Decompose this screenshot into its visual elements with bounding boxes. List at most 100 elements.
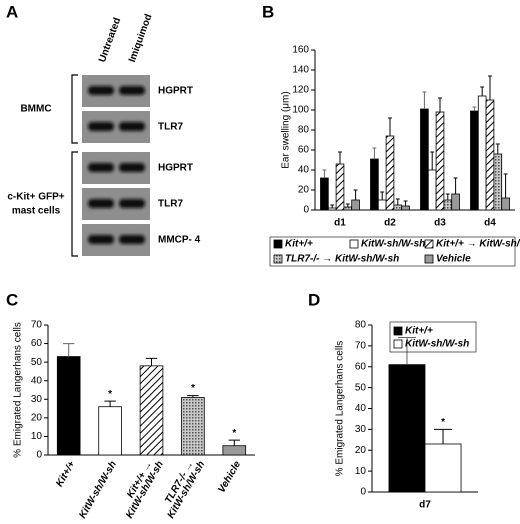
y-tick-label: 40 <box>298 165 310 176</box>
error-bar <box>397 337 416 365</box>
legend-box <box>389 321 477 353</box>
significance-mark: * <box>232 428 236 439</box>
group-bracket <box>71 74 78 144</box>
x-tick-label: d4 <box>484 218 496 229</box>
panel-letter: A <box>6 2 18 21</box>
y-tick-label: 20 <box>31 412 43 423</box>
gel-row-label: HGPRT <box>158 86 193 97</box>
bar <box>501 197 510 211</box>
panel-letter: C <box>6 290 18 309</box>
error-bar <box>104 400 116 407</box>
gel-band <box>88 199 114 208</box>
legend-label: Kit+/+ → KitW-sh/W-sh <box>436 239 520 250</box>
y-tick-label: 80 <box>298 125 310 136</box>
gel-row-label: HGPRT <box>158 163 193 174</box>
x-tick-label: d1 <box>334 218 346 229</box>
y-tick-label: 10 <box>355 466 367 477</box>
y-tick-label: 50 <box>31 357 43 368</box>
bar <box>343 206 353 211</box>
gel-band <box>88 163 114 172</box>
bar <box>470 110 479 211</box>
y-tick-label: 0 <box>303 205 309 216</box>
gel-group-label: BMMC <box>20 104 51 115</box>
gel-band <box>88 235 114 244</box>
legend-swatch <box>273 254 283 264</box>
legend-label: Kit+/+ <box>285 239 313 250</box>
bar <box>485 99 495 211</box>
gel-row-label: MMCP- 4 <box>158 235 201 246</box>
error-bar <box>228 439 240 446</box>
legend-swatch <box>393 326 403 336</box>
y-tick-label: 30 <box>31 394 43 405</box>
y-tick-label: 160 <box>292 45 309 56</box>
error-bar <box>488 75 492 100</box>
bar <box>388 364 426 493</box>
error-bar <box>345 203 350 207</box>
gel-band <box>119 199 145 208</box>
x-tick-label: d7 <box>419 500 431 511</box>
y-tick-label: 120 <box>292 85 309 96</box>
y-tick-label: 10 <box>31 431 43 442</box>
error-bar <box>353 189 358 200</box>
panel-letter: D <box>308 290 320 309</box>
error-bar <box>495 143 500 154</box>
bar <box>401 205 410 211</box>
y-tick-label: 40 <box>31 375 43 386</box>
bar <box>370 158 379 211</box>
x-tick-label: Kit+/+ <box>54 459 78 489</box>
error-bar <box>63 343 75 357</box>
error-bar <box>453 177 458 194</box>
legend-label: TLR7-/- → KitW-sh/W-sh <box>285 254 399 265</box>
gel-group-label: mast cells <box>12 206 61 217</box>
gel-band <box>119 163 145 172</box>
bar <box>493 153 503 211</box>
legend-swatch <box>424 239 434 249</box>
y-tick-label: 70 <box>31 320 43 331</box>
error-bar <box>145 357 158 366</box>
bar <box>335 163 345 211</box>
error-bar <box>422 91 427 109</box>
bar <box>443 199 453 211</box>
bar <box>351 199 360 211</box>
legend-swatch <box>393 339 403 349</box>
gel-band <box>119 86 145 95</box>
panel-letter: B <box>262 2 274 21</box>
bar <box>477 95 487 211</box>
gel-band <box>119 122 145 131</box>
bar <box>327 207 337 211</box>
error-bar <box>445 193 450 200</box>
legend-label: Vehicle <box>436 254 471 265</box>
bar <box>427 169 437 211</box>
significance-mark: * <box>441 417 445 428</box>
significance-mark: * <box>108 389 112 400</box>
error-bar <box>338 151 342 164</box>
error-bar <box>480 86 485 96</box>
error-bar <box>322 169 327 178</box>
y-tick-label: 100 <box>292 105 309 116</box>
legend-label: KitW-sh/W-sh <box>361 239 425 250</box>
gel-group-label: c-Kit+ GFP+ <box>7 192 64 203</box>
error-bar <box>380 191 385 200</box>
bar <box>377 199 387 211</box>
y-tick-label: 0 <box>360 487 366 498</box>
significance-mark: * <box>191 383 195 394</box>
group-bracket <box>71 151 78 257</box>
legend-swatch <box>424 254 434 264</box>
x-tick-label: KitW-sh/W-sh <box>77 459 119 520</box>
error-bar <box>330 204 335 208</box>
gel-band <box>88 122 114 131</box>
error-bar <box>187 395 199 398</box>
gel-column-label: Imiquimod <box>127 13 155 64</box>
bar <box>435 111 445 211</box>
y-tick-label: 60 <box>31 338 43 349</box>
bar <box>320 177 329 211</box>
y-tick-label: 60 <box>298 145 310 156</box>
bar <box>451 193 460 211</box>
y-axis-title: % Emigrated Langerhans cells <box>13 322 24 458</box>
bar <box>98 406 122 456</box>
bar <box>385 135 395 211</box>
error-bar <box>434 428 453 444</box>
y-tick-label: 30 <box>355 424 367 435</box>
error-bar <box>388 117 392 136</box>
